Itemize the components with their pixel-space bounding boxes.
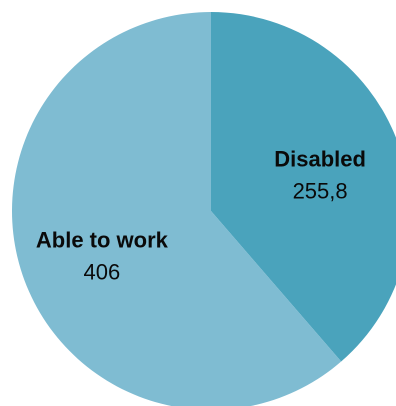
slice-name-label: Able to work (36, 228, 169, 253)
slice-value-label: 406 (84, 260, 121, 285)
slice-value-label: 255,8 (293, 178, 348, 203)
pie-labels: Disabled 255,8 Able to work 406 (36, 146, 366, 284)
pie-slices (12, 12, 396, 406)
pie-slice-disabled (211, 12, 396, 362)
slice-name-label: Disabled (274, 146, 366, 171)
pie-slice-able-to-work (12, 12, 342, 406)
